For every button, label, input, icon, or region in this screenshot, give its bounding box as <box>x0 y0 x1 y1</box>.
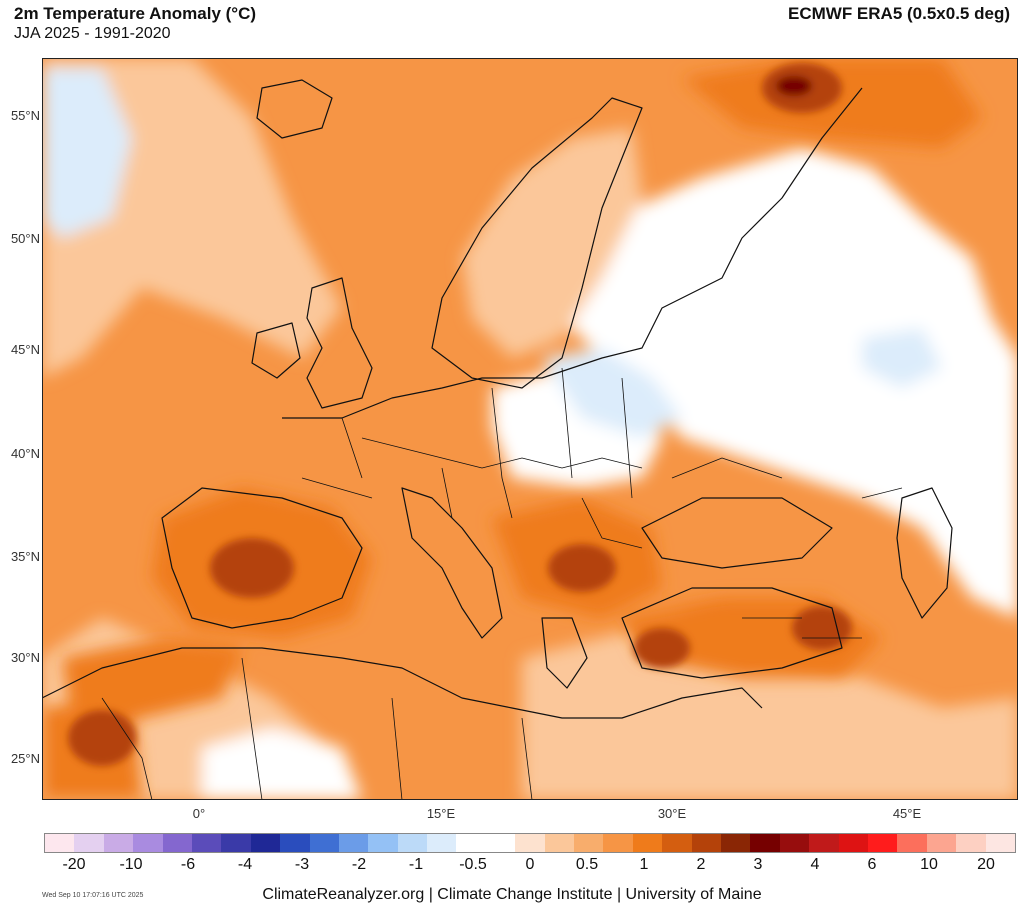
colorbar-tick-label: 10 <box>920 856 938 873</box>
colorbar-swatch <box>250 834 281 852</box>
colorbar-tick-label: -1 <box>408 856 424 873</box>
anatolia-hot-core <box>634 628 690 668</box>
scandinavia-pale-zone <box>462 128 642 358</box>
scandinavia-coastline <box>431 97 643 389</box>
colorbar-swatch <box>162 834 192 852</box>
colorbar-swatch <box>544 834 575 852</box>
colorbar-tick-label: -20 <box>62 856 86 873</box>
lon-label-0: 0° <box>192 806 206 821</box>
colorbar-swatch <box>103 834 134 852</box>
colorbar-swatch <box>574 834 604 852</box>
map-subtitle: JJA 2025 - 1991-2020 <box>14 25 171 42</box>
atlantic-cool-zone <box>42 68 132 238</box>
generated-timestamp: Wed Sep 10 17:07:16 UTC 2025 <box>42 892 144 899</box>
sahara-pale-zone <box>202 728 362 800</box>
russia-neutral-zone <box>562 148 1018 618</box>
lon-label-45e: 45°E <box>892 806 922 821</box>
colorbar-tick-label: 4 <box>810 856 820 873</box>
greece-outline <box>541 617 588 689</box>
iberia-outline <box>161 487 363 629</box>
arctic-extreme-core <box>776 76 812 96</box>
lon-label-15e: 15°E <box>426 806 456 821</box>
ireland-outline <box>251 322 301 379</box>
colorbar-swatch <box>985 834 1015 852</box>
colorbar-tick-label: 20 <box>977 856 995 873</box>
syria-hot-core <box>792 606 852 650</box>
colorbar-tick-label: 6 <box>867 856 877 873</box>
north-africa-warm-zone <box>62 638 242 718</box>
lat-label-45n: 45°N <box>10 342 40 357</box>
colorbar-swatch <box>809 834 839 852</box>
colorbar-tick-label: 0.5 <box>575 856 599 873</box>
italy-outline <box>401 487 503 639</box>
colorbar-tick-label: -2 <box>351 856 367 873</box>
colorbar-swatch <box>133 834 163 852</box>
lat-label-55n: 55°N <box>10 108 40 123</box>
colorbar-swatch <box>838 834 868 852</box>
colorbar-swatch <box>191 834 222 852</box>
belarus-cool-zone <box>542 348 682 438</box>
colorbar-swatch <box>897 834 927 852</box>
colorbar-tick-label: 1 <box>639 856 649 873</box>
colorbar-tick-label: 2 <box>696 856 706 873</box>
map-frame <box>42 58 1018 800</box>
lat-label-25n: 25°N <box>10 751 40 766</box>
colorbar-swatch <box>750 834 780 852</box>
colorbar-swatch <box>515 834 545 852</box>
colorbar-swatch <box>926 834 957 852</box>
colorbar-swatch <box>45 834 75 852</box>
colorbar-swatch <box>867 834 898 852</box>
continental-coastline <box>282 87 863 419</box>
colorbar-swatch <box>221 834 251 852</box>
colorbar-swatch <box>603 834 633 852</box>
iceland-outline <box>256 79 333 139</box>
colorbar-swatch <box>456 834 486 852</box>
colorbar-swatch <box>397 834 428 852</box>
colorbar-swatch <box>632 834 663 852</box>
colorbar-swatch <box>779 834 810 852</box>
colorbar-swatch <box>74 834 104 852</box>
colorbar-tick-label: -10 <box>119 856 143 873</box>
lat-label-35n: 35°N <box>10 549 40 564</box>
colorbar-swatch <box>691 834 721 852</box>
colorbar-swatch <box>956 834 986 852</box>
colorbar-swatch <box>720 834 751 852</box>
colorbar-swatch <box>485 834 516 852</box>
colorbar-tick-label: -0.5 <box>459 856 487 873</box>
colorbar <box>44 833 1016 853</box>
colorbar-labels: -20 -10 -6 -4 -3 -2 -1 -0.5 0 0.5 1 2 3 4 6 10 20 <box>44 856 1016 876</box>
lat-label-40n: 40°N <box>10 446 40 461</box>
lat-label-50n: 50°N <box>10 231 40 246</box>
colorbar-swatch <box>338 834 369 852</box>
colorbar-swatch <box>662 834 692 852</box>
anomaly-map <box>42 58 1018 800</box>
colorbar-swatch <box>280 834 310 852</box>
national-borders <box>101 367 903 800</box>
volga-cool-zone <box>862 328 942 388</box>
colorbar-tick-label: -6 <box>180 856 196 873</box>
anatolia-coastline <box>621 587 843 679</box>
map-title: 2m Temperature Anomaly (°C) <box>14 4 257 23</box>
colorbar-swatch <box>427 834 457 852</box>
black-sea-outline <box>641 497 833 569</box>
lat-label-30n: 30°N <box>10 650 40 665</box>
great-britain-outline <box>306 277 373 409</box>
west-africa-hot-core <box>68 710 136 766</box>
iberia-hot-core <box>210 538 294 598</box>
north-africa-coastline <box>42 647 763 719</box>
lon-label-30e: 30°E <box>657 806 687 821</box>
colorbar-tick-label: 0 <box>525 856 535 873</box>
footer-credit: ClimateReanalyzer.org | Climate Change I… <box>262 886 762 903</box>
colorbar-tick-label: 3 <box>753 856 763 873</box>
colorbar-tick-label: -3 <box>294 856 310 873</box>
colorbar-swatch <box>368 834 398 852</box>
colorbar-tick-label: -4 <box>237 856 253 873</box>
data-source-label: ECMWF ERA5 (0.5x0.5 deg) <box>788 4 1010 23</box>
balkans-hot-core <box>548 544 616 592</box>
colorbar-swatch <box>309 834 339 852</box>
caspian-sea-outline <box>896 487 953 619</box>
